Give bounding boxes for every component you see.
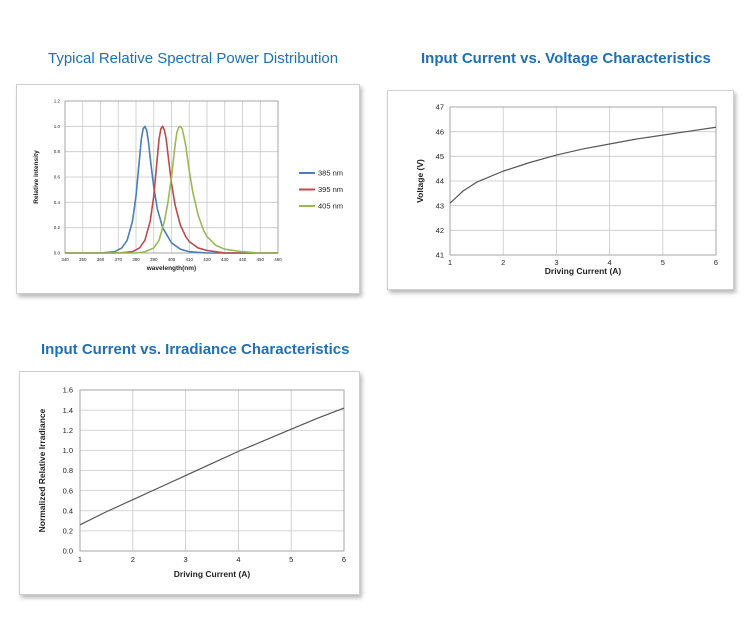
legend-entry: 395 nm <box>318 185 343 194</box>
irradiance-chart-panel: 1 2 3 4 5 6 0.0 0.2 0.4 0.6 0.8 1.0 1.2 1.4 1.6 Driving… <box>19 371 360 595</box>
x-tick-label: 390 <box>150 257 158 262</box>
y-tick-label: 0.8 <box>63 466 73 475</box>
y-axis-label: Relative intensity <box>33 150 40 204</box>
x-tick-label: 6 <box>714 258 718 267</box>
x-tick-label: 460 <box>274 257 282 262</box>
y-tick-label: 1.4 <box>63 406 73 415</box>
y-axis-label: Voltage (V) <box>415 159 425 203</box>
y-tick-label: 1.2 <box>54 99 61 104</box>
y-tick-label: 44 <box>436 177 444 186</box>
y-tick-label: 1.6 <box>63 386 73 395</box>
legend-entry: 405 nm <box>318 202 343 211</box>
x-tick-label: 3 <box>184 555 188 564</box>
series-line-0 <box>79 407 345 526</box>
x-tick-label: 450 <box>256 257 264 262</box>
x-tick-label: 370 <box>114 257 122 262</box>
x-tick-label: 1 <box>448 258 452 267</box>
x-tick-label: 400 <box>168 257 176 262</box>
spectral-chart: 340 350 360 370 380 390 400 410 420 430 440 450 460 0… <box>33 99 343 272</box>
x-tick-label: 2 <box>131 555 135 564</box>
y-tick-label: 45 <box>436 152 444 161</box>
x-tick-label: 2 <box>501 258 505 267</box>
y-tick-label: 0.4 <box>54 200 61 205</box>
y-tick-label: 1.0 <box>63 446 73 455</box>
y-tick-label: 0.0 <box>63 547 73 556</box>
x-tick-label: 410 <box>185 257 193 262</box>
x-tick-label: 6 <box>342 555 346 564</box>
y-tick-label: 0.2 <box>63 527 73 536</box>
y-tick-label: 0.8 <box>54 149 61 154</box>
x-axis-label: Driving Current (A) <box>174 569 251 579</box>
series-line-1 <box>65 125 278 254</box>
x-tick-label: 350 <box>79 257 87 262</box>
y-tick-label: 41 <box>436 251 444 260</box>
x-tick-label: 3 <box>554 258 558 267</box>
irradiance-chart: 1 2 3 4 5 6 0.0 0.2 0.4 0.6 0.8 1.0 1.2 1.4 1.6 Driving… <box>37 386 346 579</box>
voltage-chart-title: Input Current vs. Voltage Characteristic… <box>421 50 711 67</box>
x-axis-label: wavelength(nm) <box>146 265 196 272</box>
series-line-0 <box>65 125 278 254</box>
x-tick-label: 440 <box>239 257 247 262</box>
x-tick-label: 1 <box>78 555 82 564</box>
y-tick-label: 0.6 <box>63 486 73 495</box>
y-tick-label: 0.6 <box>54 175 61 180</box>
x-tick-label: 5 <box>289 555 293 564</box>
y-tick-label: 0.0 <box>54 251 61 256</box>
plot-area-border <box>449 106 717 256</box>
y-tick-label: 43 <box>436 201 444 210</box>
x-tick-label: 420 <box>203 257 211 262</box>
plot-area-border <box>64 100 279 254</box>
y-tick-label: 46 <box>436 127 444 136</box>
x-axis-label: Driving Current (A) <box>545 266 622 276</box>
x-tick-label: 4 <box>236 555 240 564</box>
y-axis-label: Normalized Relative Irradiance <box>37 408 47 532</box>
x-tick-label: 360 <box>97 257 105 262</box>
y-tick-label: 42 <box>436 226 444 235</box>
series-line-0 <box>449 126 717 204</box>
voltage-chart-panel: 1 2 3 4 5 6 41 42 43 44 45 46 47 Driving Current (A) V… <box>387 90 734 290</box>
irradiance-chart-title: Input Current vs. Irradiance Characteris… <box>41 341 350 358</box>
y-tick-label: 1.2 <box>63 426 73 435</box>
x-tick-label: 5 <box>661 258 665 267</box>
y-tick-label: 0.2 <box>54 225 61 230</box>
x-tick-label: 380 <box>132 257 140 262</box>
legend-entry: 385 nm <box>318 169 343 178</box>
y-tick-label: 1.0 <box>54 124 61 129</box>
plot-area-border <box>79 389 345 552</box>
spectral-chart-title: Typical Relative Spectral Power Distribu… <box>48 50 339 67</box>
y-tick-label: 47 <box>436 103 444 112</box>
x-tick-label: 4 <box>608 258 612 267</box>
x-tick-label: 430 <box>221 257 229 262</box>
series-line-2 <box>65 125 278 254</box>
spectral-chart-panel: 340 350 360 370 380 390 400 410 420 430 440 450 460 0… <box>16 84 360 294</box>
x-tick-label: 340 <box>61 257 69 262</box>
y-tick-label: 0.4 <box>63 506 73 515</box>
